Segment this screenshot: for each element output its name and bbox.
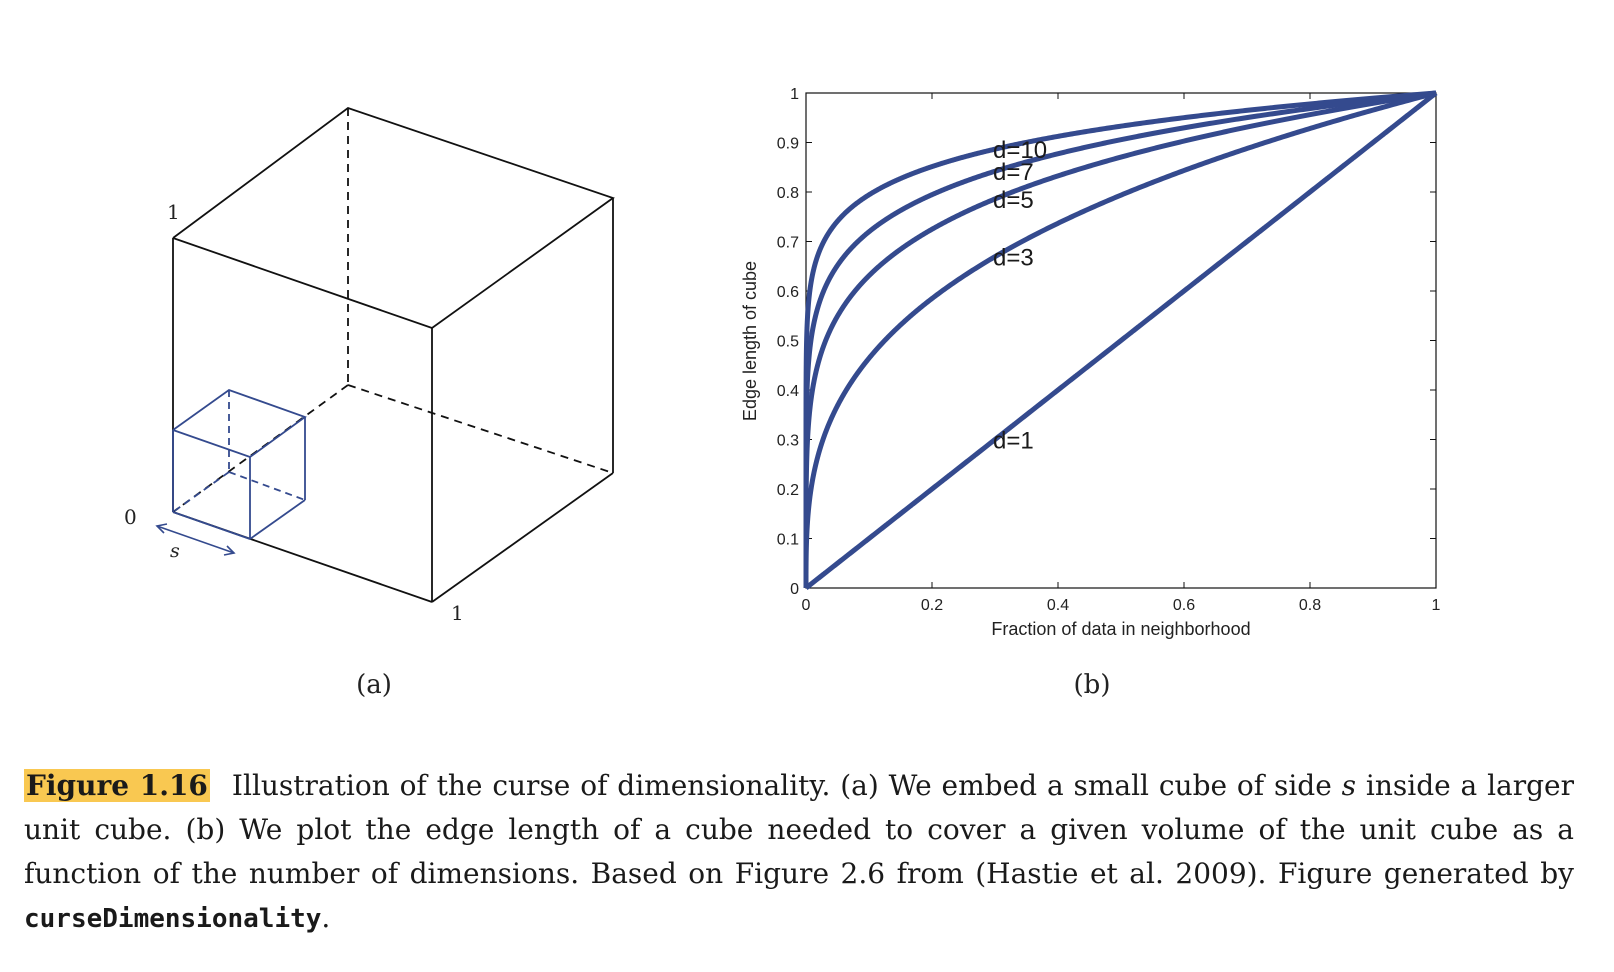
y-tick-label: 0.3 [777, 433, 799, 450]
y-tick-label: 0.9 [777, 136, 799, 153]
y-tick-label: 0.2 [777, 482, 799, 499]
large-cube-hidden-edges [172, 108, 614, 513]
caption-end: . [321, 901, 331, 934]
x-tick-label: 0.8 [1299, 597, 1321, 614]
figure-number: Figure 1.16 [24, 769, 210, 802]
large-cube-edges [172, 106, 615, 603]
cube-label-side: s [170, 540, 180, 562]
subfigure-label-a: (a) [356, 670, 392, 700]
series-label-d5: d=5 [993, 187, 1034, 214]
cube-label-origin: 0 [124, 505, 137, 529]
x-axis-title: Fraction of data in neighborhood [991, 619, 1250, 639]
small-cube [172, 388, 307, 540]
panel-a-cube-illustration: 1 0 s 1 (a) [124, 106, 615, 700]
series-line-d1 [804, 91, 1438, 590]
x-tick-labels: 0 0.2 0.4 0.6 0.8 1 [802, 597, 1441, 614]
series-line-d10 [803, 90, 1437, 588]
cube-label-right: 1 [451, 601, 464, 625]
series-label-d3: d=3 [993, 245, 1034, 272]
x-tick-label: 0 [802, 597, 811, 614]
y-tick-label: 0.1 [777, 532, 799, 549]
y-tick-label: 0 [790, 581, 799, 598]
caption-code-name: curseDimensionality [24, 904, 322, 934]
x-tick-label: 1 [1432, 597, 1441, 614]
y-tick-label: 1 [790, 86, 799, 103]
y-tick-label: 0.4 [777, 383, 799, 400]
y-tick-label: 0.8 [777, 185, 799, 202]
series-curves [803, 90, 1438, 591]
figure-svg: 1 0 s 1 (a) 0 0.2 0.4 0.6 0.8 1 0 0.1 0.2 0.3 0.4… [124, 86, 1441, 700]
x-tick-label: 0.2 [921, 597, 943, 614]
x-tick-label: 0.4 [1047, 597, 1069, 614]
small-cube-hidden-edges [172, 390, 306, 513]
caption-var-s: s [1341, 769, 1357, 802]
y-tick-label: 0.5 [777, 334, 799, 351]
series-label-d1: d=1 [993, 428, 1034, 455]
figure-caption: Figure 1.16 Illustration of the curse of … [24, 764, 1574, 941]
series-label-d10: d=10 [993, 137, 1047, 164]
series-label-d7: d=7 [993, 159, 1034, 186]
y-axis-title: Edge length of cube [740, 261, 760, 421]
figure-area: 1 0 s 1 (a) 0 0.2 0.4 0.6 0.8 1 0 0.1 0.2 0.3 0.4… [124, 86, 1441, 700]
y-tick-label: 0.7 [777, 235, 799, 252]
y-tick-label: 0.6 [777, 284, 799, 301]
x-tick-label: 0.6 [1173, 597, 1195, 614]
series-labels: d=1 d=3 d=5d=7d=10 [993, 137, 1047, 454]
panel-b-chart: 0 0.2 0.4 0.6 0.8 1 0 0.1 0.2 0.3 0.4 0.5 0.6 0.7 0.8… [740, 86, 1441, 700]
cube-label-top: 1 [167, 200, 180, 224]
caption-text-part1: Illustration of the curse of dimensional… [231, 769, 1342, 802]
subfigure-label-b: (b) [1074, 670, 1111, 700]
side-length-arrow [155, 523, 236, 556]
caption-text-part2: inside a larger unit cube. (b) We plot t… [24, 769, 1574, 890]
y-tick-labels: 0 0.1 0.2 0.3 0.4 0.5 0.6 0.7 0.8 0.9 1 [777, 86, 799, 598]
